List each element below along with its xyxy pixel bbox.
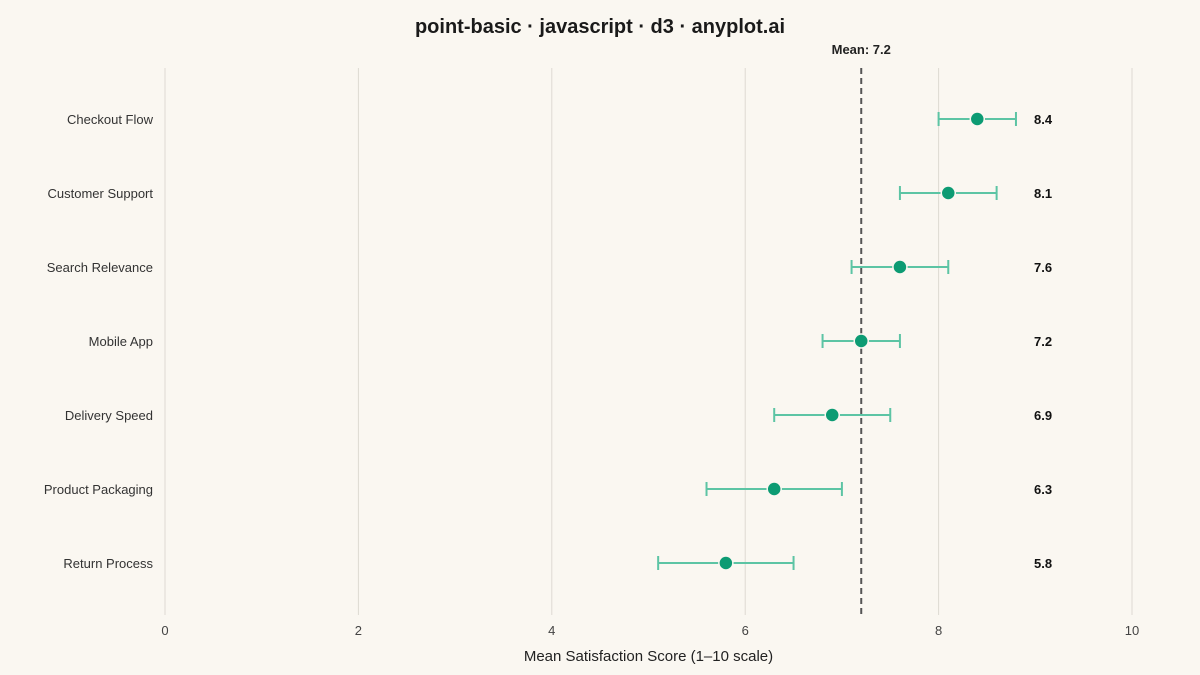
x-tick-label: 0 [161, 623, 168, 638]
y-tick-label: Checkout Flow [67, 112, 154, 127]
x-axis-label: Mean Satisfaction Score (1–10 scale) [524, 648, 773, 665]
value-label: 6.9 [1034, 408, 1052, 423]
y-tick-label: Return Process [63, 556, 153, 571]
value-label: 5.8 [1034, 556, 1052, 571]
chart-title: point-basic · javascript · d3 · anyplot.… [414, 16, 786, 38]
x-tick-label: 6 [742, 623, 749, 638]
data-point [766, 481, 782, 497]
data-point [718, 555, 734, 571]
reference-line-label: Mean: 7.2 [832, 42, 891, 57]
x-tick-label: 2 [355, 623, 362, 638]
y-tick-label: Customer Support [48, 186, 154, 201]
data-point [853, 333, 869, 349]
data-point [940, 185, 957, 201]
value-label: 8.1 [1034, 186, 1052, 201]
value-label: 7.6 [1034, 260, 1052, 275]
x-tick-label: 4 [548, 623, 555, 638]
y-tick-label: Mobile App [89, 334, 153, 349]
y-tick-label: Product Packaging [44, 482, 153, 497]
x-tick-label: 10 [1125, 623, 1139, 638]
value-label: 7.2 [1034, 334, 1052, 349]
x-tick-label: 8 [935, 623, 942, 638]
y-tick-label: Search Relevance [47, 260, 153, 275]
value-label: 8.4 [1034, 112, 1053, 127]
data-point [824, 407, 840, 423]
data-point [969, 111, 986, 127]
value-label: 6.3 [1034, 482, 1052, 497]
data-point [892, 259, 908, 275]
y-tick-label: Delivery Speed [65, 408, 153, 423]
